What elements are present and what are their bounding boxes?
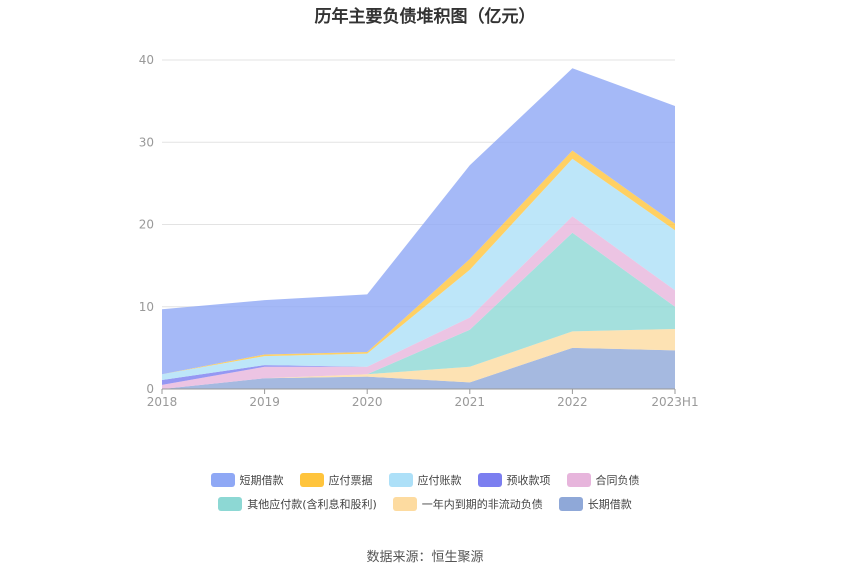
- legend-label: 合同负债: [595, 474, 640, 487]
- legend-swatch: [218, 497, 243, 511]
- y-tick-label: 0: [146, 382, 154, 396]
- legend-item[interactable]: 一年内到期的非流动负债: [392, 496, 543, 512]
- legend-row: 其他应付款(含利息和股利) 一年内到期的非流动负债 长期借款: [0, 496, 850, 512]
- area-series-一年内到期的非流动负债: [162, 328, 675, 389]
- legend-item[interactable]: 其他应付款(含利息和股利): [218, 496, 377, 512]
- legend-swatch: [558, 497, 583, 511]
- legend-item[interactable]: 长期借款: [558, 496, 632, 512]
- data-source: 数据来源：恒生聚源: [366, 550, 484, 565]
- y-tick-label: 20: [139, 218, 154, 232]
- y-tick-label: 10: [139, 300, 154, 314]
- legend-label: 一年内到期的非流动负债: [421, 498, 543, 511]
- area-series-应付账款: [162, 158, 675, 380]
- legend-item[interactable]: 预收款项: [477, 472, 551, 488]
- x-tick-label: 2023H1: [651, 395, 698, 409]
- stacked-area-chart: 0 10 20 30 40 2018 2019 2020 2021 2022 2023H1: [139, 53, 699, 409]
- x-tick-label: 2022: [557, 395, 588, 409]
- legend-swatch: [210, 473, 235, 487]
- legend-label: 长期借款: [587, 498, 632, 511]
- area-series-其他应付款(含利息和股利): [162, 232, 675, 389]
- legend-item[interactable]: 短期借款: [210, 472, 284, 488]
- legend-swatch: [566, 473, 591, 487]
- legend-label: 短期借款: [239, 474, 284, 487]
- x-tick-label: 2020: [352, 395, 383, 409]
- x-tick-label: 2018: [147, 395, 178, 409]
- legend-item[interactable]: 应付账款: [388, 472, 462, 488]
- legend-item[interactable]: 合同负债: [566, 472, 640, 488]
- legend-swatch: [388, 473, 413, 487]
- legend-item[interactable]: 应付票据: [299, 472, 373, 488]
- legend-label: 应付票据: [328, 474, 373, 487]
- axes: 0 10 20 30 40 2018 2019 2020 2021 2022 2023H1: [139, 53, 699, 409]
- legend-label: 其他应付款(含利息和股利): [247, 498, 377, 511]
- area-series-短期借款: [162, 68, 675, 375]
- area-series: [162, 68, 675, 389]
- legend-label: 预收款项: [506, 474, 551, 487]
- legend-row: 短期借款 应付票据 应付账款 预收款项 合同负债: [0, 472, 850, 488]
- area-series-长期借款: [162, 347, 675, 389]
- legend-label: 应付账款: [417, 474, 462, 487]
- legend-swatch: [299, 473, 324, 487]
- x-tick-label: 2019: [249, 395, 280, 409]
- legend: 短期借款 应付票据 应付账款 预收款项 合同负债 其他应付款(含利息和股利) 一年内到期的…: [0, 472, 850, 520]
- y-tick-label: 40: [139, 53, 154, 67]
- legend-swatch: [392, 497, 417, 511]
- legend-swatch: [477, 473, 502, 487]
- x-tick-label: 2021: [455, 395, 486, 409]
- y-tick-label: 30: [139, 135, 154, 149]
- chart-title: 历年主要负债堆积图（亿元）: [314, 7, 536, 27]
